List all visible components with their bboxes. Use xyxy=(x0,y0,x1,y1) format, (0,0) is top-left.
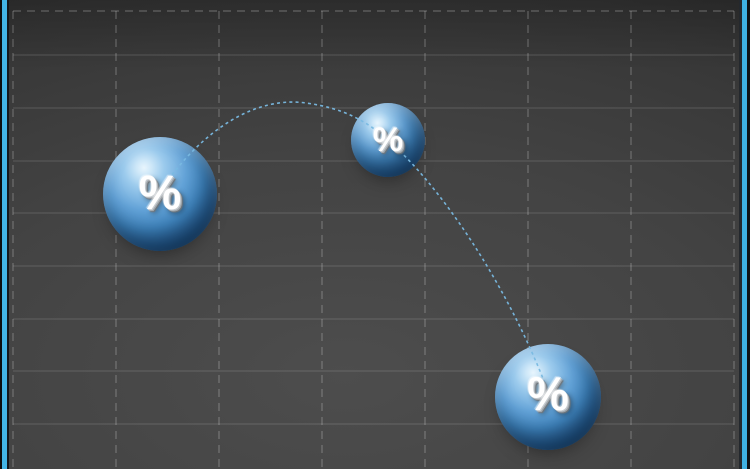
percent-label: % xyxy=(372,121,404,159)
percent-label: % xyxy=(527,366,569,420)
right-accent-bar xyxy=(738,0,750,469)
percent-sphere-3[interactable]: % xyxy=(495,344,601,450)
percent-sphere-2[interactable]: % xyxy=(351,103,425,177)
percent-sphere-1[interactable]: % xyxy=(103,137,217,251)
left-accent-bar xyxy=(0,0,9,469)
percent-label: % xyxy=(138,167,182,220)
